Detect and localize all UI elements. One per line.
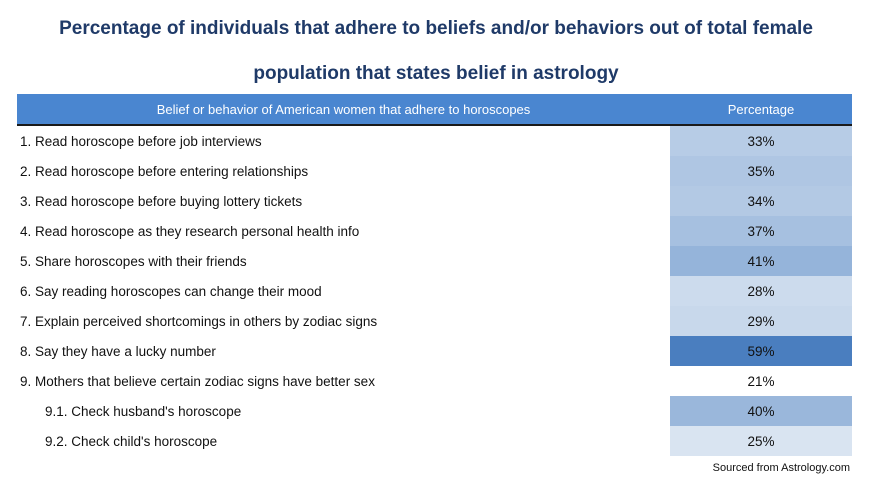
table-row: 7. Explain perceived shortcomings in oth… bbox=[17, 306, 852, 336]
row-label: 3. Read horoscope before buying lottery … bbox=[20, 193, 303, 209]
row-label: 2. Read horoscope before entering relati… bbox=[20, 163, 309, 179]
row-percentage-cell: 40% bbox=[670, 396, 852, 426]
row-percentage-cell: 35% bbox=[670, 156, 852, 186]
row-percentage-cell: 34% bbox=[670, 186, 852, 216]
table-row: 4. Read horoscope as they research perso… bbox=[17, 216, 852, 246]
row-label: 6. Say reading horoscopes can change the… bbox=[20, 283, 322, 299]
table-row: 5. Share horoscopes with their friends 41… bbox=[17, 246, 852, 276]
row-label: 9. Mothers that believe certain zodiac s… bbox=[20, 373, 375, 389]
data-table: Belief or behavior of American women tha… bbox=[17, 94, 852, 456]
table-row: 1. Read horoscope before job interviews 3… bbox=[17, 125, 852, 156]
row-label: 5. Share horoscopes with their friends bbox=[20, 253, 247, 269]
table-row: 9.1. Check husband's horoscope 40% bbox=[17, 396, 852, 426]
chart-title-line-2: population that states belief in astrolo… bbox=[253, 63, 619, 84]
row-percentage-cell: 29% bbox=[670, 306, 852, 336]
row-label: 9.2. Check child's horoscope bbox=[45, 433, 218, 449]
row-label: 7. Explain perceived shortcomings in oth… bbox=[20, 313, 378, 329]
column-header-percentage: Percentage bbox=[670, 94, 852, 126]
table-body: 1. Read horoscope before job interviews 3… bbox=[17, 125, 852, 456]
table-row: 3. Read horoscope before buying lottery … bbox=[17, 186, 852, 216]
table-row: 8. Say they have a lucky number 59% bbox=[17, 336, 852, 366]
row-percentage-cell: 41% bbox=[670, 246, 852, 276]
row-label: 1. Read horoscope before job interviews bbox=[20, 133, 262, 149]
chart-title-line-1: Percentage of individuals that adhere to… bbox=[59, 18, 813, 39]
row-percentage-cell: 28% bbox=[670, 276, 852, 306]
table-row: 9.2. Check child's horoscope 25% bbox=[17, 426, 852, 456]
row-percentage-cell: 37% bbox=[670, 216, 852, 246]
source-note: Sourced from Astrology.com bbox=[712, 462, 850, 474]
row-percentage-cell: 25% bbox=[670, 426, 852, 456]
table-row: 2. Read horoscope before entering relati… bbox=[17, 156, 852, 186]
table-row: 9. Mothers that believe certain zodiac s… bbox=[17, 366, 852, 396]
row-percentage-cell: 59% bbox=[670, 336, 852, 366]
row-label: 4. Read horoscope as they research perso… bbox=[20, 223, 360, 239]
table-row: 6. Say reading horoscopes can change the… bbox=[17, 276, 852, 306]
column-header-behavior: Belief or behavior of American women tha… bbox=[17, 94, 670, 126]
table-header-row: Belief or behavior of American women tha… bbox=[17, 94, 852, 126]
row-label: 8. Say they have a lucky number bbox=[20, 343, 216, 359]
row-percentage-cell: 33% bbox=[670, 125, 852, 156]
row-percentage-cell: 21% bbox=[670, 366, 852, 396]
row-label: 9.1. Check husband's horoscope bbox=[45, 403, 242, 419]
